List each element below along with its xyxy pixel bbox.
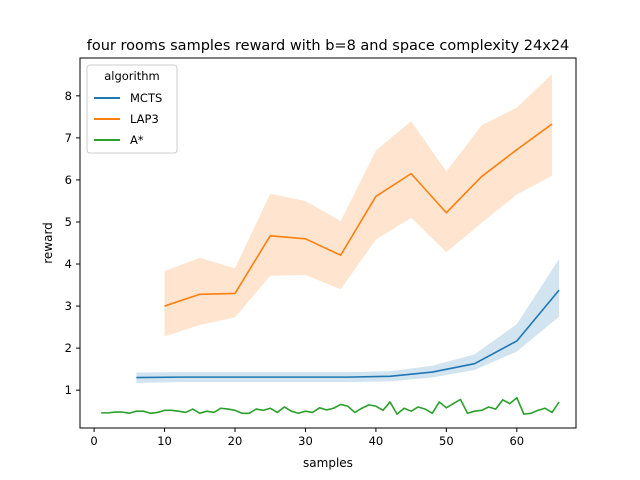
x-tick-label: 20 xyxy=(228,434,243,448)
x-tick-label: 60 xyxy=(509,434,524,448)
legend-label-lap3: LAP3 xyxy=(130,112,159,126)
y-tick-label: 3 xyxy=(65,299,72,313)
chart-title: four rooms samples reward with b=8 and s… xyxy=(87,38,570,54)
x-tick-label: 0 xyxy=(90,434,97,448)
y-axis: 1 2 3 4 5 6 7 8 xyxy=(65,89,80,397)
y-tick-label: 4 xyxy=(65,257,72,271)
legend-label-astar: A* xyxy=(130,133,144,147)
confidence-band-lap3 xyxy=(164,73,553,337)
x-axis: 0 10 20 30 40 50 60 xyxy=(90,428,524,448)
legend: algorithm MCTS LAP3 A* xyxy=(86,64,178,154)
y-tick-label: 6 xyxy=(65,173,72,187)
x-axis-label: samples xyxy=(303,456,353,470)
y-axis-label: reward xyxy=(41,222,55,264)
confidence-bands xyxy=(136,73,560,384)
x-tick-label: 30 xyxy=(298,434,313,448)
legend-title: algorithm xyxy=(104,69,160,83)
x-tick-label: 40 xyxy=(369,434,384,448)
series-line-mcts xyxy=(136,289,560,379)
y-tick-label: 1 xyxy=(65,383,72,397)
y-tick-label: 8 xyxy=(65,89,72,103)
x-tick-label: 50 xyxy=(439,434,454,448)
y-tick-label: 2 xyxy=(65,341,72,355)
y-tick-label: 7 xyxy=(65,131,72,145)
legend-label-mcts: MCTS xyxy=(130,91,162,105)
series-line-lap3 xyxy=(164,123,553,307)
plot-frame xyxy=(79,57,577,429)
plot-area xyxy=(101,73,560,415)
series-lines xyxy=(101,123,560,415)
x-tick-label: 10 xyxy=(157,434,172,448)
legend-box xyxy=(86,64,178,154)
series-line-a xyxy=(101,396,560,415)
y-tick-label: 5 xyxy=(65,215,72,229)
